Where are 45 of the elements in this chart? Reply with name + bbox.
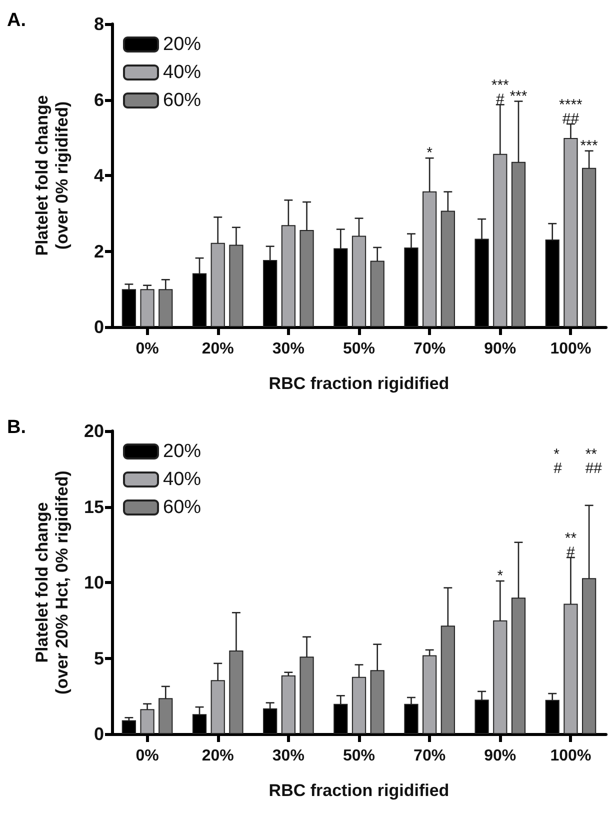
y-tick-label: 6 [94, 90, 104, 110]
x-tick-label: 30% [272, 340, 304, 358]
legend-label: 40% [163, 62, 202, 83]
annotation: * [497, 567, 504, 584]
x-tick-label: 0% [136, 340, 159, 358]
y-tick-label: 4 [94, 166, 104, 186]
y-axis-title: Platelet fold change (over 0% rigidifed) [32, 95, 72, 256]
x-tick-label: 50% [342, 748, 376, 764]
annotation: *** [510, 88, 528, 105]
annotation: * [426, 144, 433, 162]
x-tick-label: 100% [550, 340, 592, 358]
y-axis-title: Platelet fold change (over 20% Hct, 0% rigidifed) [32, 470, 72, 694]
y-tick-label: 20 [84, 421, 104, 441]
chart-title: A. [7, 10, 26, 31]
legend-label: 20% [163, 34, 202, 55]
x-tick-label: 70% [414, 748, 446, 764]
x-tick-label: 100% [550, 748, 592, 764]
y-tick-label: 10 [84, 572, 104, 592]
annotation: * # [554, 446, 563, 477]
legend-label: 60% [163, 497, 202, 518]
y-tick-label: 8 [94, 14, 104, 34]
x-tick-label: 90% [484, 748, 516, 764]
legend-label: 60% [163, 90, 202, 111]
x-tick-label: 50% [342, 340, 376, 358]
x-tick-label: 70% [414, 340, 446, 358]
x-axis-title: RBC fraction rigidified [268, 374, 450, 393]
y-tick-label: 0 [94, 317, 104, 337]
y-tick-label: 15 [84, 496, 104, 517]
chart-title: B. [7, 417, 26, 438]
x-tick-label: 30% [272, 748, 304, 764]
x-tick-label: 20% [202, 748, 234, 764]
annotation: ** ## [585, 446, 603, 477]
x-tick-label: 90% [484, 340, 516, 358]
y-tick-label: 2 [94, 241, 104, 262]
legend-label: 20% [163, 441, 202, 462]
annotation: *** [580, 137, 598, 154]
x-tick-label: 20% [202, 340, 234, 358]
annotation: **** ## [559, 96, 583, 128]
annotation: *** # [491, 77, 510, 108]
x-axis-title: RBC fraction rigidified [268, 781, 450, 800]
y-tick-label: 5 [94, 648, 104, 668]
legend-label: 40% [163, 469, 202, 490]
annotation: ** # [564, 530, 577, 562]
y-tick-label: 0 [94, 724, 104, 744]
x-tick-label: 0% [136, 748, 159, 764]
